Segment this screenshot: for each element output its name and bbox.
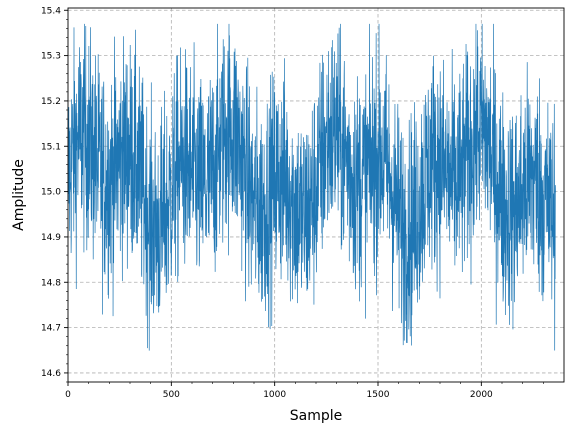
- x-tick-label: 500: [163, 390, 180, 400]
- x-tick-label: 1500: [367, 390, 390, 400]
- x-tick-label: 2000: [470, 390, 493, 400]
- y-tick-label: 15.1: [41, 142, 61, 152]
- x-tick-label: 0: [65, 390, 71, 400]
- amplitude-series-line: [68, 23, 556, 351]
- y-tick-label: 14.9: [41, 233, 61, 243]
- series-layer: [68, 23, 556, 351]
- y-tick-label: 15.2: [41, 97, 61, 107]
- x-tick-label: 1000: [263, 390, 286, 400]
- y-tick-label: 15.0: [41, 188, 61, 198]
- y-tick-label: 15.4: [41, 6, 61, 16]
- y-tick-label: 14.6: [41, 369, 61, 379]
- ticks: 0 500 1000 1500 2000 14.6 14.7 14.8 14.9 15.0 15.1…: [41, 6, 544, 400]
- y-tick-label: 14.7: [41, 324, 61, 334]
- y-axis-label: Amplitude: [11, 159, 27, 231]
- y-tick-label: 14.8: [41, 278, 61, 288]
- x-axis-label: Sample: [290, 408, 343, 424]
- y-tick-label: 15.3: [41, 52, 61, 62]
